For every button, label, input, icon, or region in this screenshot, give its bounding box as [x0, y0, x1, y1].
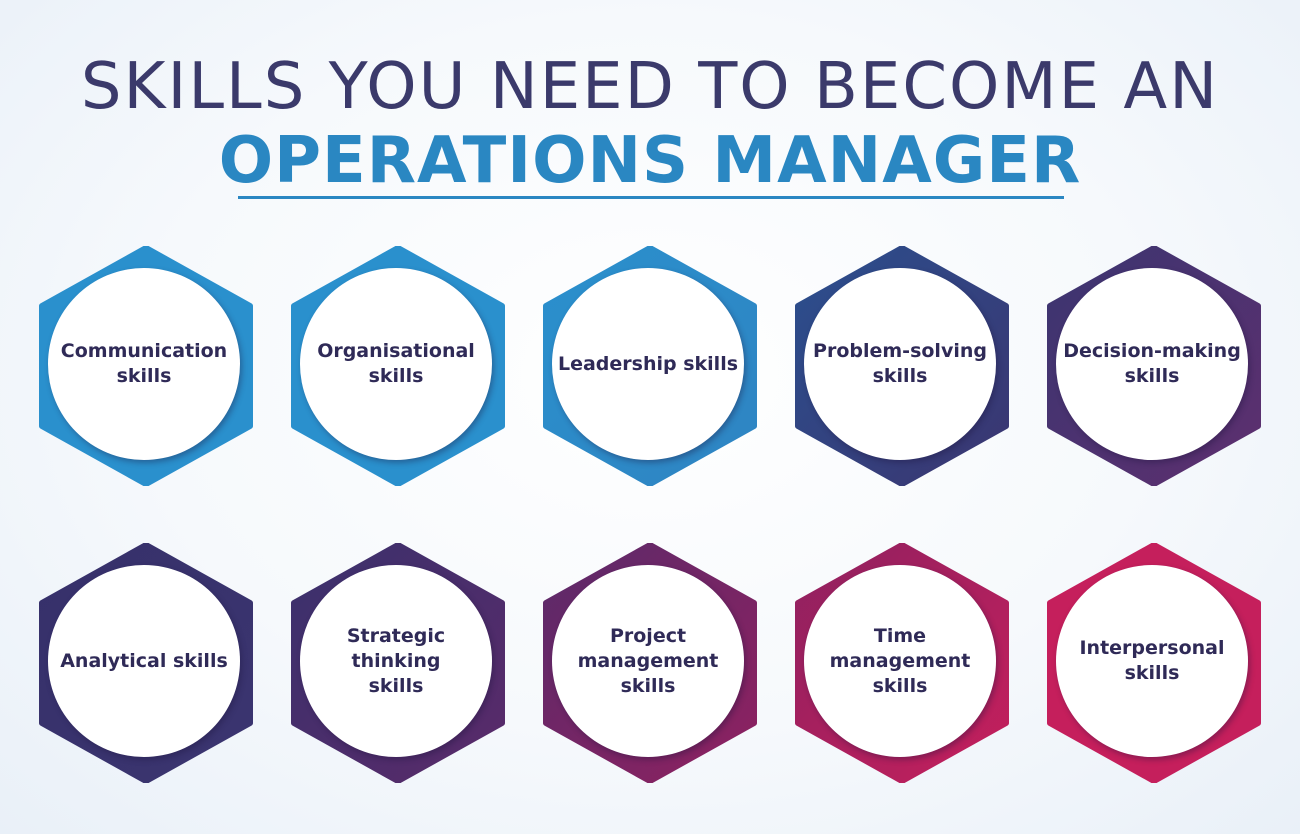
- skill-badge-time-management: Time management skills: [794, 543, 1010, 783]
- skill-label: Organisational skills: [317, 340, 475, 387]
- skill-label: Time management skills: [829, 624, 971, 697]
- skill-badge-problem-solving: Problem-solving skills: [794, 246, 1010, 486]
- skill-badge-decision-making: Decision-making skills: [1046, 246, 1262, 486]
- skill-badge-strategic-thinking: Strategic thinking skills: [290, 543, 506, 783]
- skill-label: Interpersonal skills: [1079, 637, 1225, 684]
- badge-circle: [300, 565, 492, 757]
- skill-badge-interpersonal: Interpersonal skills: [1046, 543, 1262, 783]
- skill-badge-communication: Communication skills: [38, 246, 254, 486]
- skill-label: Communication skills: [60, 340, 228, 387]
- page-title-line-2: OPERATIONS MANAGER: [218, 124, 1082, 198]
- badge-circle: [804, 268, 996, 460]
- skill-label: Analytical skills: [60, 649, 228, 672]
- badge-circle: [48, 268, 240, 460]
- skill-label: Strategic thinking skills: [346, 624, 446, 697]
- badge-circle: [552, 268, 744, 460]
- skill-badge-organisational: Organisational skills: [290, 246, 506, 486]
- page-title-line-1: SKILLS YOU NEED TO BECOME AN: [80, 50, 1220, 124]
- skill-badge-project-management: Project management skills: [542, 543, 758, 783]
- badge-circle: [1056, 268, 1248, 460]
- badge-circle: [804, 565, 996, 757]
- skill-label: Problem-solving skills: [813, 340, 987, 387]
- badge-circle: [552, 565, 744, 757]
- skill-badge-leadership: Leadership skills: [542, 246, 758, 486]
- title-underline: [238, 196, 1064, 199]
- badge-circle: [300, 268, 492, 460]
- skill-label: Leadership skills: [557, 352, 739, 375]
- badge-circle: [48, 565, 240, 757]
- skill-badge-analytical: Analytical skills: [38, 543, 254, 783]
- skill-label: Project management skills: [577, 624, 719, 697]
- skill-label: Decision-making skills: [1063, 340, 1241, 387]
- badge-circle: [1056, 565, 1248, 757]
